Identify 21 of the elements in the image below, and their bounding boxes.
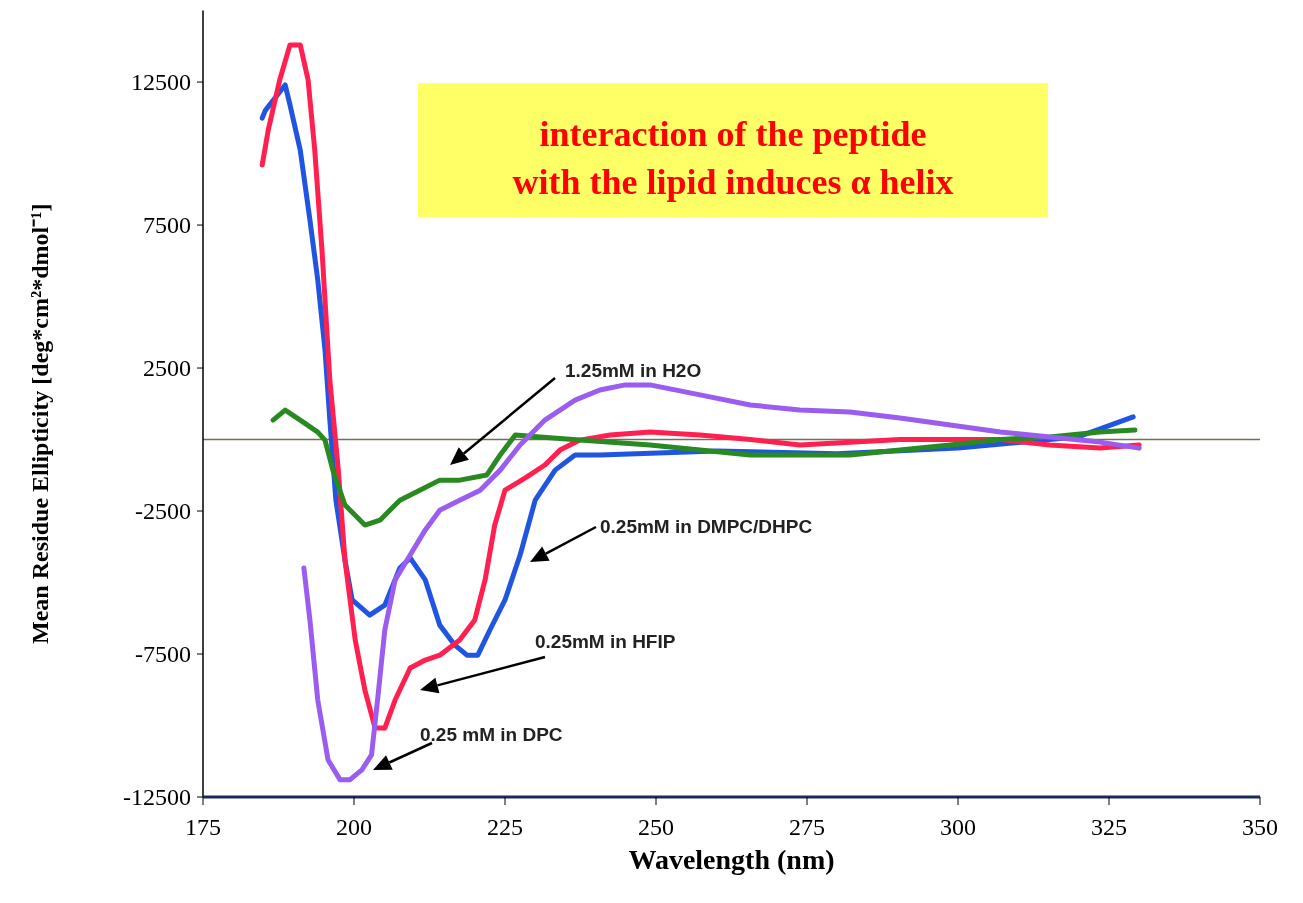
- x-tick-label: 200: [336, 814, 372, 840]
- x-tick-label: 300: [940, 814, 976, 840]
- x-tick-label: 350: [1242, 814, 1278, 840]
- y-tick-label: 12500: [131, 69, 191, 96]
- annotation: 0.25mM in DMPC/DHPC: [600, 516, 813, 537]
- annotation: 0.25mM in HFIP: [535, 631, 676, 652]
- x-tick-label: 225: [487, 814, 523, 840]
- annotation: 0.25 mM in DPC: [420, 724, 563, 745]
- x-tick-label: 175: [185, 814, 221, 840]
- y-tick-label: 2500: [143, 355, 191, 382]
- y-tick-label: -2500: [135, 498, 191, 525]
- x-tick-label: 325: [1091, 814, 1127, 840]
- annotation: 1.25mM in H2O: [565, 360, 702, 381]
- x-tick-label: 250: [638, 814, 674, 840]
- y-axis-title: Mean Residue Ellipticity [deg*cm²*dmol⁻¹]: [27, 203, 53, 644]
- y-tick-label: 7500: [143, 212, 191, 239]
- x-axis-title: Wavelength (nm): [628, 844, 835, 875]
- y-tick-label: -12500: [123, 784, 191, 810]
- annotation: interaction of the peptide with the lipid induces α helix: [512, 114, 954, 202]
- y-tick-label: -7500: [135, 641, 191, 668]
- x-tick-label: 275: [789, 814, 825, 840]
